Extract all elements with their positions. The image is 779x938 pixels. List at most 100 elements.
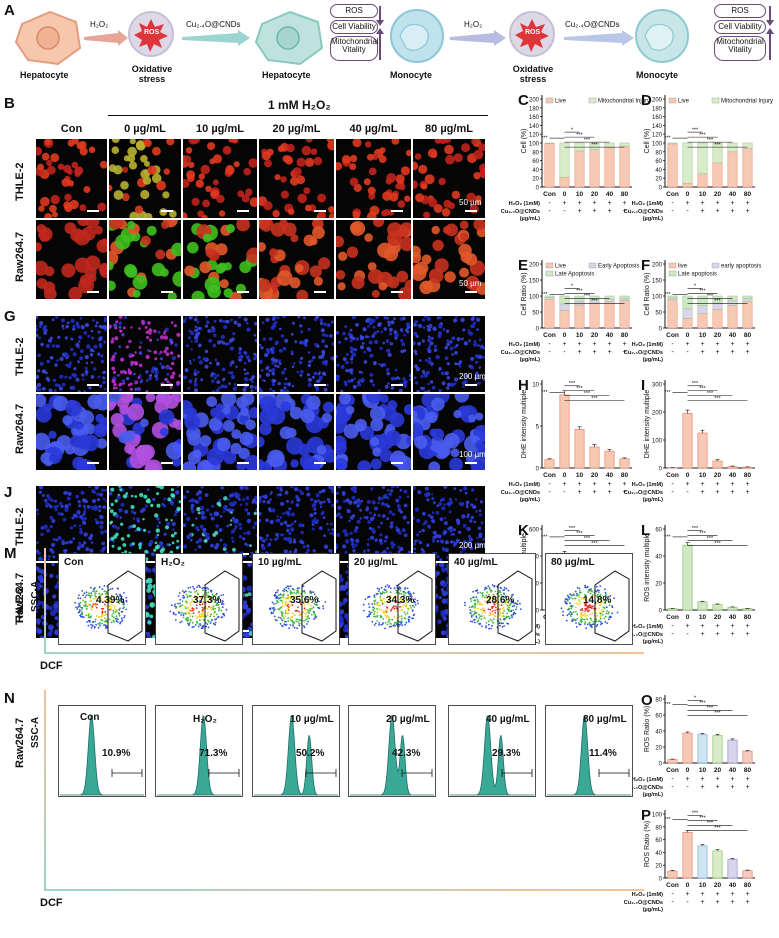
xcat-E-5: 80: [621, 332, 629, 339]
xcat-L-2: 10: [699, 614, 707, 621]
bar-P-5: [743, 871, 752, 878]
xcat-H-0: Con: [543, 472, 556, 479]
scale-text-g2: 100 µm: [459, 450, 485, 459]
ytick-D-3: 60: [655, 159, 662, 165]
bar-E-live-3: [590, 303, 599, 328]
h2o2-label-1: H₂O₂: [90, 20, 108, 29]
scale-text-j1: 200 µm: [459, 541, 485, 550]
xcat-C-4: 40: [606, 191, 614, 198]
xcat-O-5: 80: [744, 767, 752, 774]
ytick-O-0: 0: [659, 762, 663, 768]
micro-image-j1-5: 200 µm: [413, 486, 485, 561]
micro-image-b1-4: [336, 139, 411, 218]
bar-F-early-apoptosis-0: [668, 298, 677, 300]
xr2-I-0: -: [671, 489, 674, 496]
xr2-D-1: -: [686, 208, 689, 215]
legend-swatch-C-0: [546, 98, 553, 103]
flow-m-label-4: 40 µg/mL: [454, 557, 498, 568]
ytick-C-0: 0: [536, 186, 540, 192]
xr2-E-3: +: [592, 349, 596, 356]
flow-n-label-4: 40 µg/mL: [486, 714, 530, 725]
bar-O-5: [743, 751, 752, 763]
xr2-O-4: +: [730, 784, 734, 791]
xr2-E-0: -: [548, 349, 551, 356]
ytick-H-1: 5: [536, 425, 540, 431]
bar-F-late-apoptosis-5: [743, 296, 752, 299]
micro-image-j1-0: [36, 486, 107, 561]
scale-bar-b2-4: [391, 291, 403, 293]
row-label-b1: THLE-2: [14, 162, 26, 201]
ytick-C-4: 80: [532, 150, 539, 156]
xtable-row3-I: (µg/mL): [643, 497, 663, 503]
bar-I-5: [743, 467, 752, 468]
xcat-C-1: 0: [563, 191, 567, 198]
xr2-D-3: +: [715, 208, 719, 215]
xr1-O-0: -: [671, 776, 674, 783]
sig-star-F-3: ***: [714, 299, 721, 305]
legend-swatch-C-1: [589, 98, 596, 103]
xr2-F-3: +: [715, 349, 719, 356]
ylabel-L: ROS intensity multiple: [644, 533, 651, 602]
xr2-P-5: +: [745, 899, 749, 906]
xtable-row1-O: H₂O₂ (1mM): [632, 777, 664, 783]
ytick-C-3: 60: [532, 159, 539, 165]
xtable-row1-I: H₂O₂ (1mM): [632, 482, 664, 488]
xr2-H-2: +: [577, 489, 581, 496]
flow-n-pct-5: 11.4%: [589, 748, 617, 759]
bar-C-live-0: [545, 143, 554, 187]
ylabel-O: ROS Ratio (%): [644, 706, 651, 752]
xr1-I-1: +: [685, 481, 689, 488]
xcat-P-0: Con: [666, 882, 679, 889]
sig-star-I-0: ***: [692, 381, 699, 387]
micro-image-b1-5: 50 µm: [413, 139, 485, 218]
scale-bar-g1-1: [161, 384, 173, 386]
xcat-P-4: 40: [729, 882, 737, 889]
bar-E-live-2: [575, 305, 584, 328]
oxidative-caption-2: Oxidative stress: [508, 64, 558, 85]
scale-bar-b1-0: [87, 210, 99, 212]
xcat-P-1: 0: [686, 882, 690, 889]
xcat-O-1: 0: [686, 767, 690, 774]
bar-H-4: [605, 451, 614, 468]
xr1-O-3: +: [715, 776, 719, 783]
flow-y-gradient-n: [44, 690, 46, 890]
xtable-row3-E: (µg/mL): [520, 357, 540, 363]
bar-F-live-2: [698, 314, 707, 328]
legend-swatch-E-1: [589, 263, 596, 268]
ytick-I-0: 0: [659, 467, 663, 473]
xr1-O-4: +: [730, 776, 734, 783]
xtable-row3-H: (µg/mL): [520, 497, 540, 503]
sig-star-H-1: ***: [576, 386, 583, 392]
flow-m-pct-0: 4.39%: [96, 595, 124, 606]
treatment-header-line: [108, 115, 488, 116]
flow-dcf-label-n: DCF: [40, 897, 63, 909]
bar-P-4: [728, 859, 737, 878]
scale-bar-g2-1: [161, 462, 173, 464]
ytick-C-7: 140: [529, 124, 540, 130]
xr2-L-2: +: [700, 631, 704, 638]
xr1-H-2: +: [577, 481, 581, 488]
ytick-C-10: 200: [529, 98, 540, 104]
bar-F-live-5: [743, 302, 752, 328]
xr2-P-0: -: [671, 899, 674, 906]
scale-bar-g1-3: [314, 384, 326, 386]
flow-m-label-3: 20 µg/mL: [354, 557, 398, 568]
xr1-H-0: -: [548, 481, 551, 488]
legend-swatch-E-2: [546, 271, 553, 276]
oxidative-caption-1: Oxidative stress: [127, 64, 177, 85]
xr1-L-1: +: [685, 623, 689, 630]
bar-L-4: [728, 607, 737, 610]
xr2-F-4: +: [730, 349, 734, 356]
sig-star-K-2: ***: [584, 536, 591, 542]
xr1-L-4: +: [730, 623, 734, 630]
micro-image-g2-5: 100 µm: [413, 394, 485, 470]
h2o2-label-2: H₂O₂: [464, 20, 482, 29]
box-viability-2: Cell Viability: [714, 20, 766, 34]
xcat-L-4: 40: [729, 614, 737, 621]
scale-bar-b1-3: [314, 210, 326, 212]
bar-O-0: [668, 759, 677, 763]
bar-L-5: [743, 609, 752, 610]
xcat-F-2: 10: [699, 332, 707, 339]
bar-I-1: [683, 413, 692, 468]
xr2-H-0: -: [548, 489, 551, 496]
